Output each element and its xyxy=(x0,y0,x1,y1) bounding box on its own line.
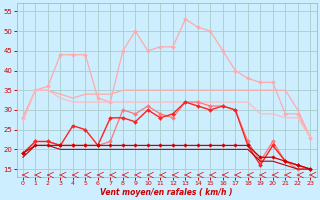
X-axis label: Vent moyen/en rafales ( km/h ): Vent moyen/en rafales ( km/h ) xyxy=(100,188,233,197)
